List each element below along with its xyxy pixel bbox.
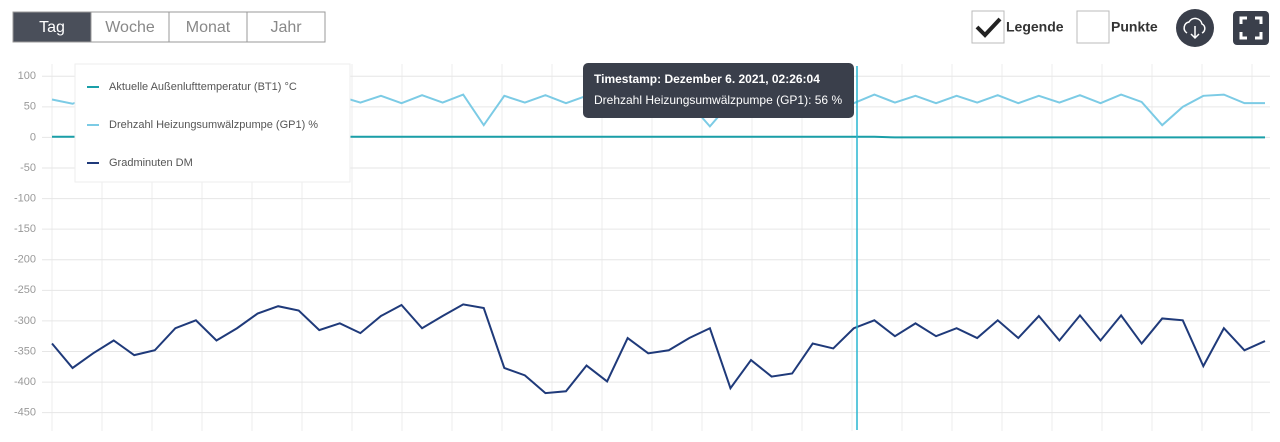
period-label: Woche <box>105 19 155 36</box>
y-tick-label: -450 <box>14 407 36 419</box>
toggle-label: Legende <box>1006 19 1064 35</box>
checkmark <box>975 17 1002 38</box>
tooltip-box <box>583 63 854 118</box>
y-tick-label: -300 <box>14 315 36 327</box>
period-button[interactable] <box>12 11 92 43</box>
icons <box>1176 9 1269 47</box>
y-tick-label: -250 <box>14 284 36 296</box>
legend-label: Drehzahl Heizungsumwälzpumpe (GP1) % <box>109 119 318 131</box>
y-tick-label: -50 <box>20 162 36 174</box>
period-label: Jahr <box>270 19 302 36</box>
y-tick-label: -100 <box>14 192 36 204</box>
legend: Aktuelle Außenlufttemperatur (BT1) °C Dre… <box>74 63 351 183</box>
period-label: Tag <box>39 19 65 36</box>
toggle-label: Punkte <box>1111 19 1158 35</box>
plot: 100 50 0 -50 -100 -150 -200 -250 -300 -350 -400 -45… <box>14 64 1270 431</box>
series-line <box>51 303 1266 395</box>
toolbar: Tag Woche Monat Jahr Legende Punkte <box>12 10 1158 44</box>
fullscreen-glyph <box>1239 16 1263 40</box>
y-tick-label: 0 <box>30 131 36 143</box>
y-tick-label: 100 <box>18 70 36 82</box>
y-tick-label: -150 <box>14 223 36 235</box>
period-button[interactable] <box>90 11 170 43</box>
tooltip-title: Timestamp: Dezember 6. 2021, 02:26:04 <box>594 72 820 86</box>
tooltip: Timestamp: Dezember 6. 2021, 02:26:04 Dr… <box>583 63 858 430</box>
tooltip-line: Drehzahl Heizungsumwälzpumpe (GP1): 56 % <box>594 93 842 107</box>
toggle-box[interactable] <box>971 10 1005 44</box>
y-tick-label: -200 <box>14 254 36 266</box>
period-button[interactable] <box>246 11 326 43</box>
y-tick-label: -350 <box>14 345 36 357</box>
fullscreen-icon[interactable] <box>1233 11 1269 45</box>
legend-label: Aktuelle Außenlufttemperatur (BT1) °C <box>109 81 297 93</box>
toggle-box[interactable] <box>1076 10 1110 44</box>
download-glyph <box>1183 17 1206 40</box>
legend-box <box>74 63 351 183</box>
y-tick-label: -400 <box>14 376 36 388</box>
period-label: Monat <box>186 19 231 36</box>
y-tick-label: 50 <box>24 101 36 113</box>
period-button[interactable] <box>168 11 248 43</box>
legend-label: Gradminuten DM <box>109 157 193 169</box>
